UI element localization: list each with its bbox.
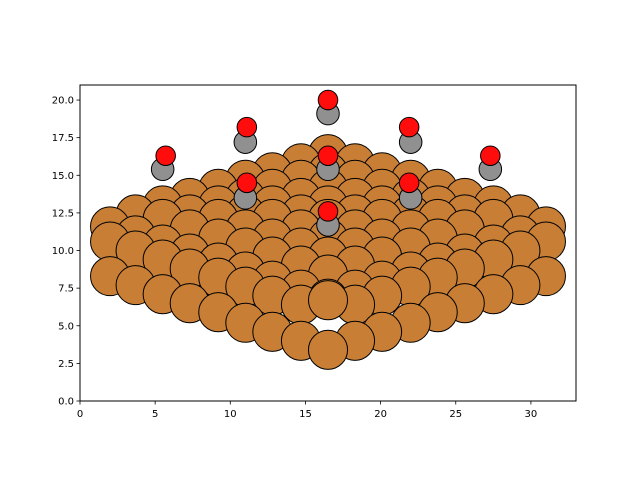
x-tick-label: 0 <box>77 409 83 420</box>
x-tick-label: 15 <box>299 409 312 420</box>
x-tick-label: 10 <box>224 409 237 420</box>
o-atom-point <box>317 201 339 222</box>
cu-atom-point <box>307 329 349 370</box>
y-tick-label: 10.0 <box>52 246 74 257</box>
o-atom-point <box>480 145 501 166</box>
o-atom-point <box>398 172 420 194</box>
y-tick-label: 20.0 <box>52 96 74 107</box>
y-tick-label: 17.5 <box>52 133 74 144</box>
o-atom-point <box>236 172 258 194</box>
plot-frame <box>79 84 577 402</box>
y-tick-label: 15.0 <box>52 171 74 182</box>
o-atom-point <box>155 145 176 166</box>
atom-layer <box>90 89 566 370</box>
o-atom-point <box>317 145 339 166</box>
x-tick-label: 25 <box>449 409 462 420</box>
x-tick-label: 30 <box>525 409 538 420</box>
y-tick-label: 2.5 <box>58 359 74 370</box>
o-atom-point <box>398 116 420 138</box>
y-axis: 0.0 2.5 5.0 7.5 10.0 12.5 15.0 17.5 20.0 <box>52 96 80 408</box>
o-atom-point <box>317 89 339 111</box>
x-axis: 0 5 10 15 20 25 30 <box>77 401 537 420</box>
y-tick-label: 12.5 <box>52 208 74 219</box>
y-tick-label: 0.0 <box>58 397 74 408</box>
y-tick-label: 5.0 <box>58 321 74 332</box>
y-tick-label: 7.5 <box>58 284 74 295</box>
x-tick-label: 5 <box>152 409 158 420</box>
x-tick-label: 20 <box>374 409 387 420</box>
cu-atom-point <box>307 280 349 321</box>
o-atom-point <box>236 116 258 138</box>
